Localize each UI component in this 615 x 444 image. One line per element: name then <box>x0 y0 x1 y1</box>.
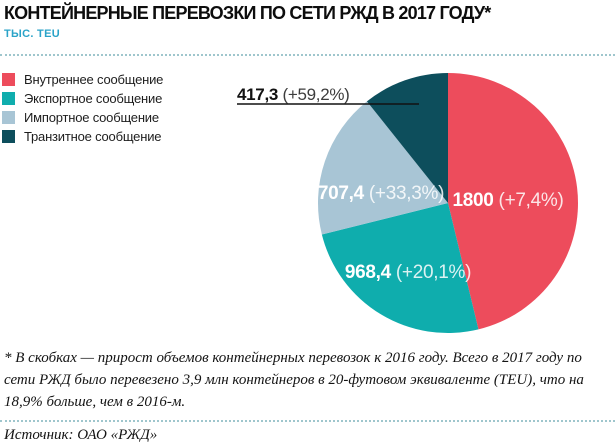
pie-slice-2 <box>317 101 448 235</box>
slice-value-export: 968,4 <box>344 262 391 283</box>
slice-label-import: 707,4 (+33,3%) <box>311 183 451 205</box>
slice-label-transit: 417,3 (+59,2%) <box>237 85 437 105</box>
slice-label-domestic: 1800 (+7,4%) <box>438 190 578 212</box>
slice-growth-domestic: (+7,4%) <box>498 190 564 211</box>
legend-swatch-domestic <box>2 73 15 86</box>
legend-label-domestic: Внутреннее сообщение <box>24 72 164 87</box>
units-label: ТЫС. TEU <box>4 28 60 40</box>
slice-growth-import: (+33,3%) <box>368 183 445 204</box>
legend-label-export: Экспортное сообщение <box>24 91 163 106</box>
source-divider <box>0 420 615 422</box>
slice-growth-export: (+20,1%) <box>395 262 472 283</box>
legend: Внутреннее сообщение Экспортное сообщени… <box>2 72 164 149</box>
legend-swatch-export <box>2 92 15 105</box>
legend-swatch-transit <box>2 130 15 143</box>
slice-value-transit: 417,3 <box>237 85 279 104</box>
legend-item-export: Экспортное сообщение <box>2 91 163 106</box>
slice-label-export: 968,4 (+20,1%) <box>338 262 478 284</box>
page-title: КОНТЕЙНЕРНЫЕ ПЕРЕВОЗКИ ПО СЕТИ РЖД В 201… <box>4 3 491 23</box>
legend-item-import: Импортное сообщение <box>2 110 163 125</box>
legend-swatch-import <box>2 111 15 124</box>
slice-value-import: 707,4 <box>317 183 364 204</box>
header-divider <box>0 54 615 56</box>
legend-label-import: Импортное сообщение <box>24 110 159 125</box>
footnote: * В скобках — прирост объемов контейнерн… <box>4 350 584 410</box>
slice-growth-transit: (+59,2%) <box>282 85 350 104</box>
source: Источник: ОАО «РЖД» <box>4 427 158 443</box>
slice-value-domestic: 1800 <box>452 190 494 211</box>
pie-chart <box>237 73 578 333</box>
pie-slice-1 <box>321 203 479 333</box>
legend-item-domestic: Внутреннее сообщение <box>2 72 164 87</box>
pie-slice-3 <box>366 73 448 203</box>
pie-slice-0 <box>448 73 578 330</box>
legend-label-transit: Транзитное сообщение <box>24 129 162 144</box>
legend-item-transit: Транзитное сообщение <box>2 129 163 144</box>
